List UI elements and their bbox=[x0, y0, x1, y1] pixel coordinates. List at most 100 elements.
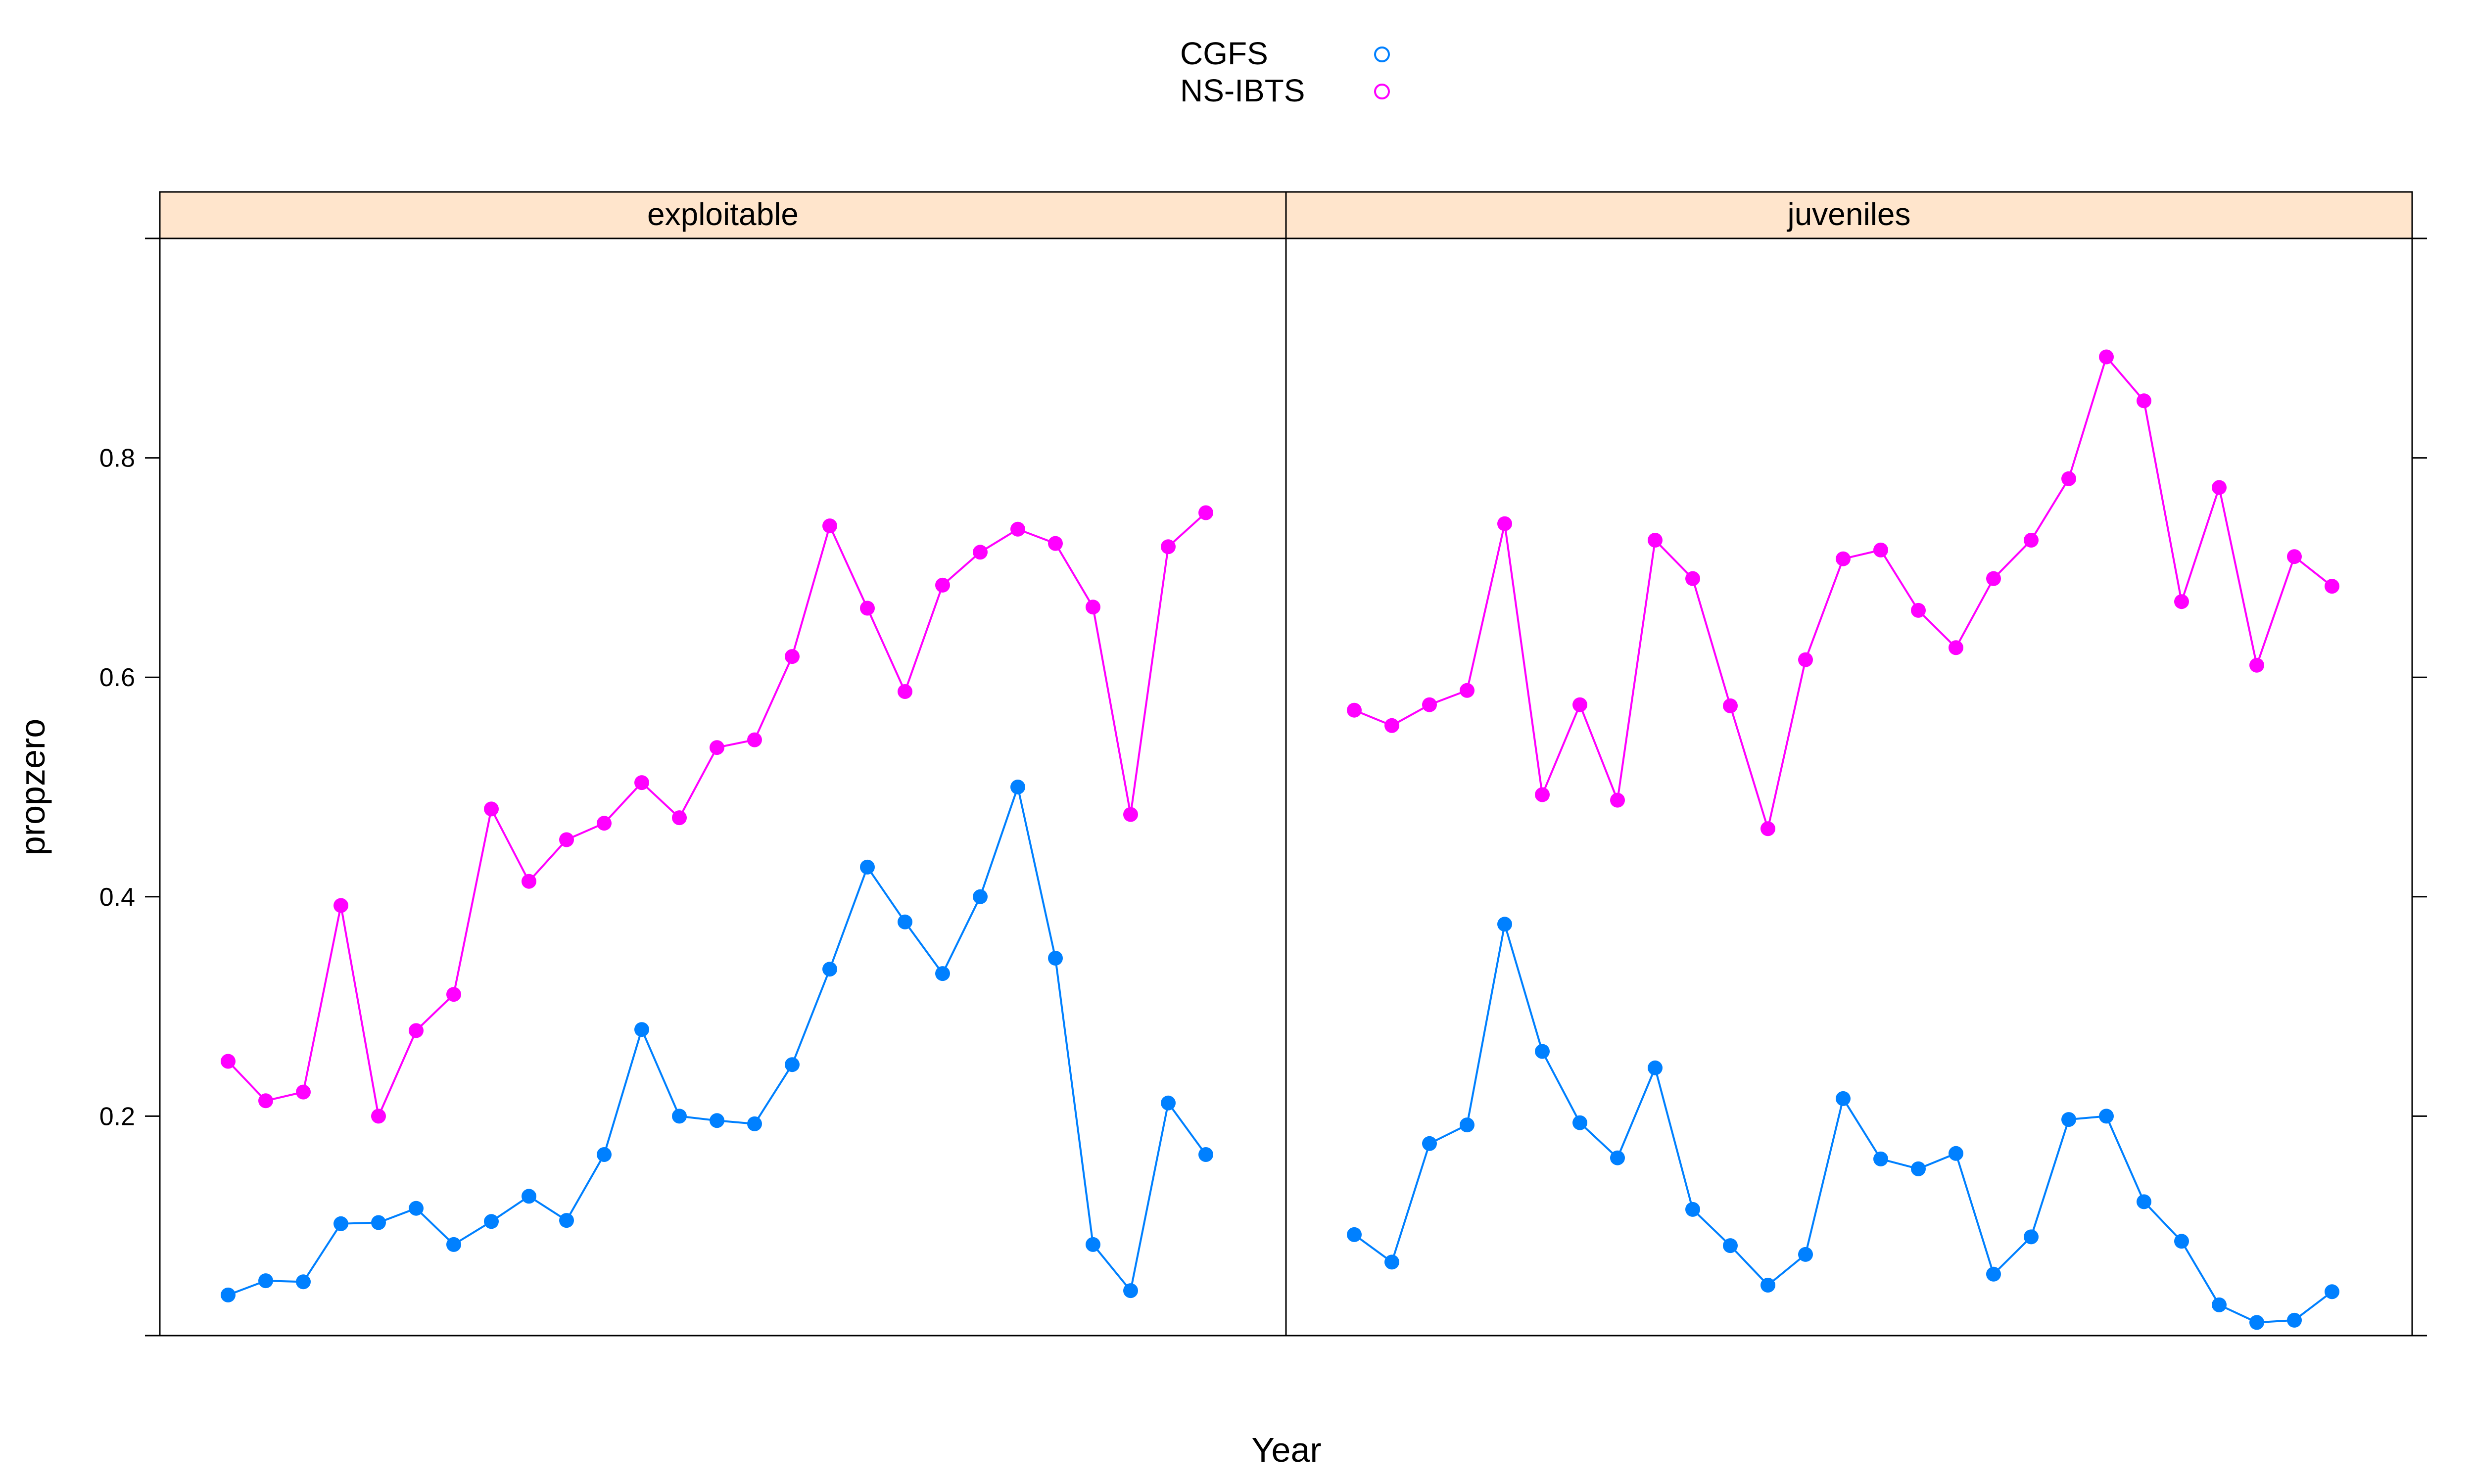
y-axis-label: propzero bbox=[13, 719, 52, 855]
data-point-cgfs-exploitable-1 bbox=[258, 1273, 273, 1289]
data-point-ns-ibts-juveniles-15 bbox=[1911, 603, 1926, 618]
data-point-ns-ibts-exploitable-6 bbox=[446, 987, 461, 1002]
data-point-cgfs-exploitable-3 bbox=[333, 1216, 348, 1231]
data-point-cgfs-exploitable-15 bbox=[785, 1057, 800, 1072]
data-point-ns-ibts-exploitable-1 bbox=[258, 1093, 273, 1109]
data-point-cgfs-juveniles-1 bbox=[1384, 1254, 1399, 1270]
series-layer bbox=[221, 349, 2339, 1330]
data-point-cgfs-exploitable-10 bbox=[597, 1147, 612, 1162]
series-line-ns-ibts-exploitable bbox=[227, 512, 1207, 1120]
data-point-ns-ibts-exploitable-8 bbox=[522, 874, 536, 889]
data-point-cgfs-exploitable-19 bbox=[935, 966, 950, 981]
data-point-cgfs-juveniles-5 bbox=[1535, 1044, 1550, 1059]
x-axis-label: Year bbox=[1251, 1431, 1321, 1469]
legend: CGFS NS-IBTS bbox=[1180, 36, 1390, 108]
data-point-cgfs-exploitable-23 bbox=[1086, 1237, 1100, 1252]
data-point-ns-ibts-juveniles-7 bbox=[1610, 792, 1625, 808]
y-tick-label: 0.6 bbox=[99, 663, 135, 692]
data-point-cgfs-juveniles-19 bbox=[2061, 1112, 2076, 1127]
data-point-cgfs-exploitable-17 bbox=[860, 859, 875, 875]
data-point-ns-ibts-exploitable-5 bbox=[409, 1023, 424, 1038]
data-point-ns-ibts-exploitable-14 bbox=[747, 732, 762, 747]
data-point-ns-ibts-juveniles-16 bbox=[1949, 640, 1963, 655]
data-point-ns-ibts-juveniles-18 bbox=[2024, 533, 2039, 548]
legend-marker-cgfs bbox=[1374, 46, 1390, 62]
series-line-ns-ibts-juveniles bbox=[1354, 355, 2333, 833]
data-point-cgfs-exploitable-6 bbox=[446, 1237, 461, 1252]
data-point-cgfs-exploitable-22 bbox=[1048, 951, 1063, 966]
data-point-cgfs-juveniles-14 bbox=[1873, 1151, 1888, 1166]
data-point-ns-ibts-juveniles-13 bbox=[1836, 551, 1851, 566]
data-point-ns-ibts-exploitable-15 bbox=[785, 649, 800, 664]
data-point-ns-ibts-exploitable-17 bbox=[860, 601, 875, 616]
data-point-ns-ibts-exploitable-24 bbox=[1123, 807, 1138, 822]
legend-marker-ns-ibts bbox=[1374, 84, 1390, 99]
data-point-ns-ibts-juveniles-20 bbox=[2099, 349, 2114, 365]
data-point-cgfs-juveniles-0 bbox=[1347, 1227, 1362, 1242]
series-line-cgfs-juveniles bbox=[1353, 924, 2333, 1324]
data-point-cgfs-exploitable-7 bbox=[484, 1214, 499, 1229]
data-point-cgfs-exploitable-0 bbox=[221, 1287, 236, 1302]
data-point-ns-ibts-juveniles-3 bbox=[1460, 683, 1475, 698]
data-point-cgfs-exploitable-12 bbox=[672, 1109, 687, 1124]
panel-exploitable-frame bbox=[159, 237, 1287, 1337]
data-point-cgfs-exploitable-25 bbox=[1161, 1095, 1176, 1111]
strip-juveniles bbox=[1285, 191, 2413, 239]
data-point-cgfs-juveniles-23 bbox=[2212, 1297, 2227, 1312]
data-point-cgfs-exploitable-20 bbox=[973, 889, 988, 904]
data-point-cgfs-juveniles-8 bbox=[1648, 1060, 1663, 1075]
data-point-cgfs-juveniles-20 bbox=[2099, 1109, 2114, 1124]
data-point-ns-ibts-juveniles-8 bbox=[1648, 533, 1663, 548]
data-point-cgfs-exploitable-9 bbox=[559, 1213, 574, 1228]
data-point-ns-ibts-juveniles-25 bbox=[2287, 549, 2302, 564]
data-point-ns-ibts-juveniles-23 bbox=[2212, 480, 2227, 495]
data-point-ns-ibts-exploitable-9 bbox=[559, 832, 574, 847]
data-point-cgfs-exploitable-11 bbox=[634, 1022, 649, 1037]
data-point-cgfs-exploitable-16 bbox=[822, 962, 837, 977]
data-point-cgfs-juveniles-16 bbox=[1949, 1146, 1963, 1161]
data-point-cgfs-juveniles-6 bbox=[1572, 1115, 1587, 1130]
data-point-cgfs-juveniles-15 bbox=[1911, 1161, 1926, 1176]
data-point-cgfs-juveniles-7 bbox=[1610, 1150, 1625, 1165]
panel-juveniles-frame bbox=[1285, 237, 2413, 1337]
data-point-ns-ibts-juveniles-6 bbox=[1572, 697, 1587, 712]
data-point-cgfs-exploitable-24 bbox=[1123, 1283, 1138, 1298]
data-point-ns-ibts-juveniles-22 bbox=[2174, 594, 2189, 609]
data-point-cgfs-juveniles-2 bbox=[1422, 1136, 1437, 1151]
y-tick-label: 0.2 bbox=[99, 1102, 135, 1131]
data-point-ns-ibts-exploitable-4 bbox=[371, 1109, 386, 1124]
data-point-ns-ibts-juveniles-21 bbox=[2137, 393, 2151, 409]
data-point-ns-ibts-exploitable-22 bbox=[1048, 536, 1063, 551]
data-point-cgfs-juveniles-9 bbox=[1685, 1202, 1700, 1217]
y-tick-label: 0.4 bbox=[99, 883, 135, 912]
data-point-ns-ibts-exploitable-23 bbox=[1086, 600, 1100, 615]
data-point-ns-ibts-exploitable-0 bbox=[221, 1054, 236, 1069]
data-point-ns-ibts-exploitable-19 bbox=[935, 577, 950, 593]
data-point-ns-ibts-exploitable-13 bbox=[710, 740, 724, 755]
data-point-cgfs-exploitable-26 bbox=[1198, 1147, 1213, 1162]
data-point-cgfs-juveniles-24 bbox=[2249, 1315, 2264, 1330]
data-point-ns-ibts-juveniles-24 bbox=[2249, 657, 2264, 673]
data-point-ns-ibts-juveniles-10 bbox=[1723, 698, 1738, 713]
data-point-ns-ibts-juveniles-1 bbox=[1384, 718, 1399, 733]
data-point-ns-ibts-juveniles-19 bbox=[2061, 471, 2076, 486]
data-point-cgfs-juveniles-13 bbox=[1836, 1091, 1851, 1106]
data-point-ns-ibts-juveniles-5 bbox=[1535, 787, 1550, 802]
data-point-cgfs-juveniles-26 bbox=[2325, 1284, 2339, 1299]
data-point-ns-ibts-exploitable-7 bbox=[484, 801, 499, 817]
data-point-ns-ibts-exploitable-26 bbox=[1198, 505, 1213, 520]
data-point-ns-ibts-exploitable-11 bbox=[634, 775, 649, 790]
data-point-cgfs-exploitable-18 bbox=[898, 914, 912, 929]
data-point-ns-ibts-exploitable-18 bbox=[898, 684, 912, 699]
data-point-cgfs-exploitable-5 bbox=[409, 1201, 424, 1216]
legend-label-ns-ibts: NS-IBTS bbox=[1180, 73, 1305, 108]
data-point-ns-ibts-exploitable-12 bbox=[672, 810, 687, 826]
data-point-cgfs-exploitable-14 bbox=[747, 1116, 762, 1131]
data-point-ns-ibts-exploitable-21 bbox=[1010, 521, 1025, 537]
data-point-ns-ibts-exploitable-16 bbox=[822, 518, 837, 534]
data-point-ns-ibts-juveniles-4 bbox=[1497, 516, 1512, 531]
data-point-ns-ibts-exploitable-10 bbox=[597, 816, 612, 831]
data-point-ns-ibts-juveniles-12 bbox=[1798, 652, 1813, 667]
data-point-ns-ibts-juveniles-0 bbox=[1347, 702, 1362, 718]
data-point-cgfs-juveniles-12 bbox=[1798, 1247, 1813, 1262]
